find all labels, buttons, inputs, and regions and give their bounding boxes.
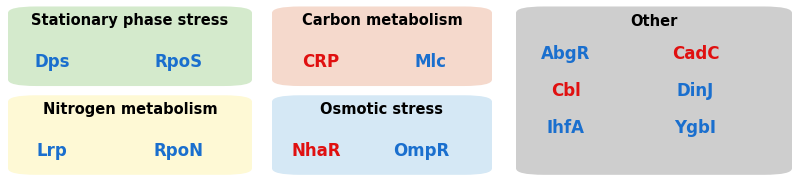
Text: Carbon metabolism: Carbon metabolism	[302, 13, 462, 28]
FancyBboxPatch shape	[8, 95, 252, 175]
FancyBboxPatch shape	[272, 95, 492, 175]
Text: IhfA: IhfA	[546, 119, 585, 137]
Text: Dps: Dps	[34, 53, 70, 71]
Text: RpoN: RpoN	[154, 142, 204, 160]
Text: AbgR: AbgR	[541, 45, 590, 63]
Text: Lrp: Lrp	[37, 142, 67, 160]
Text: Nitrogen metabolism: Nitrogen metabolism	[42, 102, 218, 117]
Text: YgbI: YgbI	[674, 119, 717, 137]
FancyBboxPatch shape	[516, 6, 792, 175]
Text: OmpR: OmpR	[394, 142, 450, 160]
Text: DinJ: DinJ	[677, 82, 714, 100]
Text: RpoS: RpoS	[154, 53, 203, 71]
Text: Osmotic stress: Osmotic stress	[321, 102, 443, 117]
Text: Mlc: Mlc	[414, 53, 446, 71]
FancyBboxPatch shape	[8, 6, 252, 86]
Text: Cbl: Cbl	[551, 82, 581, 100]
FancyBboxPatch shape	[272, 6, 492, 86]
Text: Other: Other	[630, 14, 678, 29]
Text: CadC: CadC	[672, 45, 719, 63]
Text: NhaR: NhaR	[291, 142, 341, 160]
Text: Stationary phase stress: Stationary phase stress	[31, 13, 229, 28]
Text: CRP: CRP	[302, 53, 339, 71]
